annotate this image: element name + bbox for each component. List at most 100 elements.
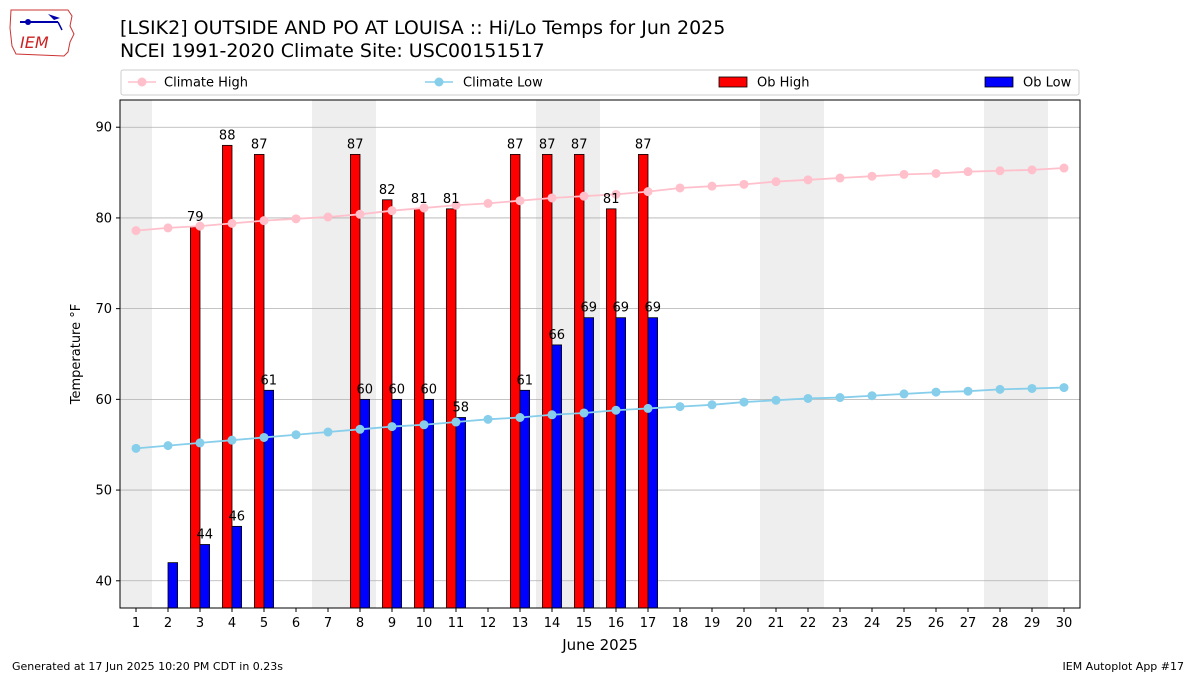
climate-low-point-day-26: [931, 387, 941, 397]
climate-high-point-day-16: [611, 189, 621, 199]
ob-high-label-day-10: 81: [411, 192, 428, 207]
climate-low-point-day-11: [451, 417, 461, 427]
y-axis: 40 50 60 70 80 90: [95, 121, 120, 589]
climate-low-point-day-15: [579, 408, 589, 418]
weekend-shade-day-28: [984, 100, 1016, 608]
climate-low-point-day-4: [227, 435, 237, 445]
ob-low-bar-day-4: [231, 525, 243, 609]
climate-low-point-day-20: [739, 397, 749, 407]
x-tick-label-4: 4: [228, 616, 236, 631]
climate-high-point-day-4: [227, 218, 237, 228]
ob-high-bar-day-3: [189, 226, 201, 609]
x-tick-label-25: 25: [896, 616, 913, 631]
x-axis-label: June 2025: [561, 636, 638, 654]
x-tick-label-3: 3: [196, 616, 204, 631]
climate-high-point-day-13: [515, 196, 525, 206]
climate-high-point-day-11: [451, 200, 461, 210]
climate-low-point-day-28: [995, 384, 1005, 394]
x-tick-label-23: 23: [832, 616, 849, 631]
x-tick-label-28: 28: [992, 616, 1009, 631]
legend-climate-low: Climate Low: [425, 76, 543, 91]
climate-low-point-day-14: [547, 410, 557, 420]
x-tick-label-29: 29: [1024, 616, 1041, 631]
ob-low-label-day-13: 61: [517, 373, 534, 388]
y-axis-label: Temperature °F: [69, 304, 84, 405]
ob-low-bar-day-11: [455, 417, 467, 609]
ob-high-label-day-16: 81: [603, 192, 620, 207]
iem-logo: IEM: [8, 6, 80, 62]
climate-high-point-day-20: [739, 179, 749, 189]
y-tick-label-40: 40: [95, 574, 112, 589]
y-tick-label-50: 50: [95, 484, 112, 499]
y-tick-label-60: 60: [95, 393, 112, 408]
climate-high-point-day-19: [707, 181, 717, 191]
climate-low-point-day-9: [387, 422, 397, 432]
ob-high-bar-day-17: [638, 154, 649, 609]
climate-high-point-day-24: [867, 171, 877, 181]
ob-high-label-day-8: 87: [347, 137, 364, 152]
ob-low-bar-day-16: [615, 317, 627, 609]
climate-low-point-day-18: [675, 402, 685, 412]
ob-low-label-day-17: 69: [645, 301, 662, 316]
ob-low-label-day-11: 58: [453, 401, 470, 416]
climate-low-point-day-16: [611, 405, 621, 415]
climate-low-line: [135, 386, 1065, 450]
ob-low-bar-day-3: [199, 544, 211, 609]
climate-high-point-day-12: [483, 198, 493, 208]
ob-high-bar-day-9: [381, 199, 393, 609]
legend-climate-high-label: Climate High: [164, 76, 248, 91]
ob-low-label-day-14: 66: [549, 328, 566, 343]
footer-generated: Generated at 17 Jun 2025 10:20 PM CDT in…: [12, 660, 284, 673]
ob-high-bar-day-14: [542, 154, 553, 609]
legend-climate-high: Climate High: [128, 76, 248, 91]
ob-high-label-day-4: 88: [219, 128, 236, 143]
climate-low-point-day-30: [1059, 383, 1069, 393]
x-tick-label-26: 26: [928, 616, 945, 631]
x-tick-label-27: 27: [960, 616, 977, 631]
ob-high-bar-day-8: [349, 154, 361, 609]
climate-low-point-day-27: [963, 386, 973, 396]
climate-low-point-day-24: [867, 391, 877, 401]
ob-low-bar-day-15: [583, 317, 595, 609]
x-tick-label-24: 24: [864, 616, 881, 631]
legend-ob-high-label: Ob High: [757, 76, 810, 91]
y-tick-label-80: 80: [95, 211, 112, 226]
x-tick-label-20: 20: [736, 616, 753, 631]
ob-low-label-day-10: 60: [421, 382, 438, 397]
climate-low-point-day-7: [323, 427, 333, 437]
weekend-shade-day-7: [312, 100, 344, 608]
x-tick-label-8: 8: [356, 616, 364, 631]
x-tick-label-18: 18: [672, 616, 689, 631]
bar-labels: 79 88 87 87 82 81 81 87 87 87 81 87 44 46 61 60 60 60 58 61…: [187, 128, 661, 542]
x-tick-label-5: 5: [260, 616, 268, 631]
climate-low-point-day-23: [835, 393, 845, 403]
y-tick-label-70: 70: [95, 302, 112, 317]
x-tick-label-2: 2: [164, 616, 172, 631]
climate-high-point-day-30: [1059, 163, 1069, 173]
legend-ob-low-label: Ob Low: [1023, 76, 1072, 91]
weekend-shade-day-29: [1016, 100, 1048, 608]
ob-high-label-day-14: 87: [539, 137, 556, 152]
climate-high-point-day-22: [803, 175, 813, 185]
climate-low-point-day-8: [355, 424, 365, 434]
ob-low-bar-day-5: [263, 389, 275, 609]
grid-lines: [120, 126, 1080, 582]
x-tick-label-16: 16: [608, 616, 625, 631]
climate-low-point-day-22: [803, 393, 813, 403]
x-tick-label-19: 19: [704, 616, 721, 631]
climate-high-point-day-9: [387, 206, 397, 216]
x-tick-label-1: 1: [132, 616, 140, 631]
legend-ob-high: Ob High: [718, 76, 810, 91]
climate-high-point-day-6: [291, 214, 301, 224]
ob-low-bar-day-17: [647, 317, 659, 609]
ob-low-label-day-16: 69: [613, 301, 630, 316]
x-tick-label-13: 13: [512, 616, 529, 631]
x-tick-label-15: 15: [576, 616, 593, 631]
climate-high-point-day-14: [547, 193, 557, 203]
y-tick-label-90: 90: [95, 121, 112, 136]
climate-low-point-day-2: [163, 441, 173, 451]
weekend-shade-day-22: [792, 100, 824, 608]
ob-high-label-day-15: 87: [571, 137, 588, 152]
x-tick-label-7: 7: [324, 616, 332, 631]
x-tick-label-12: 12: [480, 616, 497, 631]
